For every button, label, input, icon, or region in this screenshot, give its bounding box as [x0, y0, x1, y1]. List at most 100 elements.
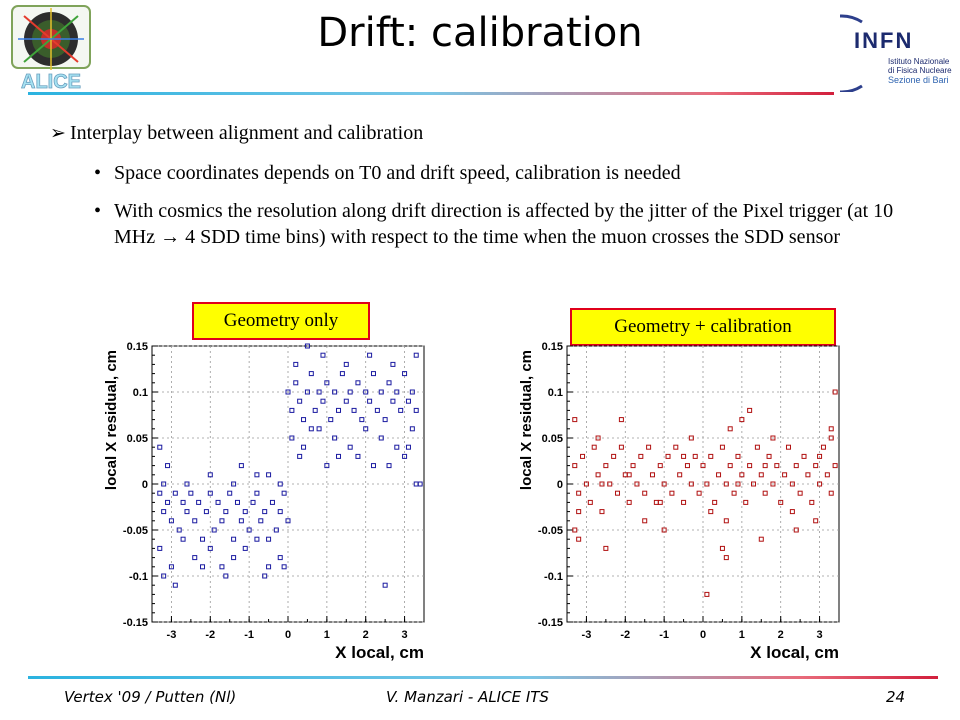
tick-label-y: 0 [142, 479, 148, 491]
data-point [165, 499, 171, 505]
data-point [238, 518, 244, 524]
data-point [688, 481, 694, 487]
data-point [731, 490, 737, 496]
data-point [266, 472, 272, 478]
data-point [390, 398, 396, 404]
data-point [599, 481, 605, 487]
data-point [591, 444, 597, 450]
footer-divider [28, 676, 938, 679]
data-point [828, 435, 834, 441]
tick-label-x: -1 [659, 629, 669, 641]
data-point [242, 545, 248, 551]
data-point [793, 527, 799, 533]
tick-label-y: 0.15 [127, 341, 148, 353]
data-point [778, 499, 784, 505]
data-point [599, 509, 605, 515]
data-point [394, 389, 400, 395]
tick-label-x: -3 [582, 629, 592, 641]
data-point [770, 435, 776, 441]
data-point [168, 564, 174, 570]
data-point [157, 444, 163, 450]
data-point [758, 536, 764, 542]
data-point [402, 371, 408, 377]
data-point [273, 527, 279, 533]
data-point [168, 518, 174, 524]
data-point [242, 509, 248, 515]
data-point [684, 463, 690, 469]
data-point [696, 490, 702, 496]
data-point [572, 417, 578, 423]
data-point [161, 573, 167, 579]
data-point [301, 417, 307, 423]
data-point [320, 398, 326, 404]
tick-label-x: -2 [205, 629, 215, 641]
tick-label-x: 1 [324, 629, 330, 641]
data-point [200, 536, 206, 542]
data-point [716, 472, 722, 478]
data-point [254, 472, 260, 478]
data-point [231, 481, 237, 487]
arrow-bullet-icon: ➢ [50, 122, 66, 144]
data-point [583, 481, 589, 487]
data-point [219, 564, 225, 570]
data-point [688, 435, 694, 441]
data-point [642, 490, 648, 496]
data-point [266, 564, 272, 570]
data-point [669, 490, 675, 496]
data-point [642, 518, 648, 524]
data-point [661, 527, 667, 533]
tick-label-x: 3 [817, 629, 823, 641]
data-point [580, 453, 586, 459]
data-point [297, 398, 303, 404]
data-point [638, 453, 644, 459]
data-point [370, 371, 376, 377]
data-point [351, 407, 357, 413]
data-point [370, 463, 376, 469]
data-point [735, 481, 741, 487]
data-point [250, 499, 256, 505]
data-point [805, 472, 811, 478]
tick-label-y: -0.15 [123, 617, 148, 629]
data-point [572, 527, 578, 533]
data-point [281, 490, 287, 496]
chart-geometry-only: -3 -2 -1 0 1 2 3 -0.15 -0.1 -0.05 0 0.05 0.1 0.15 X lo… [103, 341, 425, 662]
data-point [347, 444, 353, 450]
data-point [277, 509, 283, 515]
data-point [603, 463, 609, 469]
infn-brand: INFN [854, 28, 913, 53]
data-point [293, 361, 299, 367]
data-point [727, 426, 733, 432]
data-point [378, 435, 384, 441]
data-point [677, 472, 683, 478]
data-point [207, 472, 213, 478]
data-point [657, 499, 663, 505]
data-point [603, 545, 609, 551]
data-point [611, 453, 617, 459]
data-point [413, 481, 419, 487]
data-point [324, 463, 330, 469]
data-point [320, 352, 326, 358]
data-point [343, 398, 349, 404]
data-point [402, 453, 408, 459]
tick-label-x: -2 [620, 629, 630, 641]
infn-line1: Istituto Nazionale [888, 57, 950, 66]
y-axis-label: local X residual, cm [518, 350, 535, 490]
data-point [297, 453, 303, 459]
data-point [390, 361, 396, 367]
data-point [363, 426, 369, 432]
data-point [355, 380, 361, 386]
data-point [254, 490, 260, 496]
data-point [673, 444, 679, 450]
data-point [165, 463, 171, 469]
tick-label-y: 0.1 [133, 387, 148, 399]
data-point [347, 389, 353, 395]
data-point [747, 463, 753, 469]
data-point [172, 490, 178, 496]
data-point [289, 407, 295, 413]
x-axis-label: X local, cm [750, 643, 839, 662]
data-point [308, 426, 314, 432]
data-point [367, 398, 373, 404]
data-point [301, 444, 307, 450]
data-point [576, 490, 582, 496]
data-point [343, 361, 349, 367]
